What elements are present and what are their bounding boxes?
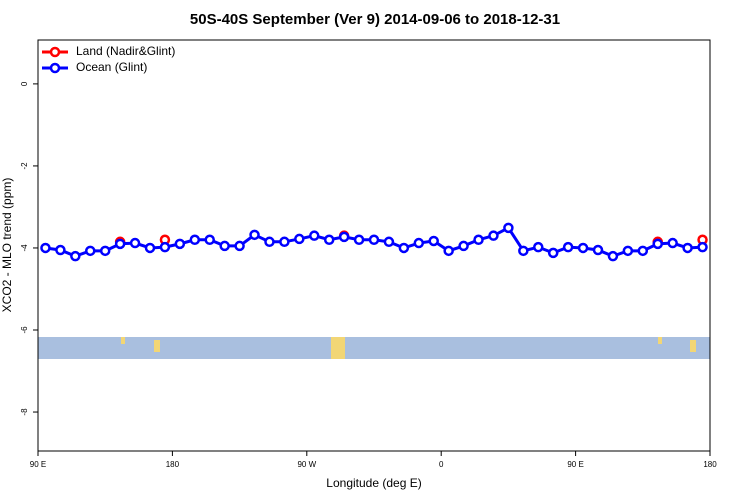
point [294, 233, 305, 245]
point [174, 238, 186, 250]
point [144, 242, 156, 254]
map-strip [38, 337, 710, 359]
point [443, 245, 454, 257]
legend-marker [49, 46, 61, 58]
legend-marker [49, 62, 61, 74]
point [473, 234, 484, 246]
y-tick-label: -8 [20, 408, 29, 416]
x-tick-label: 90 E [30, 460, 46, 469]
point [219, 240, 230, 252]
point [562, 241, 574, 253]
point [323, 234, 335, 246]
point [40, 242, 51, 254]
point [99, 245, 111, 257]
point [234, 240, 245, 252]
x-tick-label: 90 E [567, 460, 583, 469]
y-axis-label: XCO2 - MLO trend (ppm) [0, 178, 14, 313]
point [518, 245, 529, 257]
point [592, 244, 604, 256]
point [159, 241, 171, 253]
point [353, 234, 365, 246]
plot-frame [37, 39, 711, 452]
point [533, 241, 544, 253]
point [697, 241, 708, 253]
point [458, 240, 469, 252]
point [338, 231, 350, 243]
point [368, 234, 380, 246]
y-tick-label: -2 [20, 162, 29, 170]
chart-title: 50S-40S September (Ver 9) 2014-09-06 to … [190, 11, 560, 28]
y-tick-label: -6 [20, 326, 29, 334]
point [398, 242, 410, 254]
legend-label: Ocean (Glint) [76, 60, 147, 74]
x-axis-label: Longitude (deg E) [326, 476, 421, 490]
point [637, 245, 649, 257]
point [428, 235, 439, 247]
x-tick-label: 0 [439, 460, 444, 469]
point [577, 242, 589, 254]
point [622, 245, 634, 257]
point [85, 245, 96, 257]
x-tick-label: 180 [703, 460, 717, 469]
point [667, 237, 678, 249]
point [682, 242, 693, 254]
point [279, 236, 290, 248]
point [55, 244, 66, 256]
point [652, 238, 663, 250]
point [547, 247, 559, 259]
point [114, 238, 126, 250]
y-tick-label: 0 [20, 81, 29, 86]
point [488, 230, 499, 241]
point [503, 222, 514, 234]
point [129, 237, 141, 249]
y-tick-label: -4 [20, 244, 29, 252]
legend-label: Land (Nadir&Glint) [76, 44, 175, 58]
land-patches [121, 337, 696, 359]
point [309, 230, 320, 241]
point [413, 237, 425, 249]
point [189, 234, 201, 246]
point [264, 236, 275, 248]
x-tick-label: 90 W [297, 460, 316, 469]
point [383, 236, 395, 248]
point [204, 234, 215, 246]
x-tick-label: 180 [166, 460, 180, 469]
point [607, 250, 619, 262]
point [249, 229, 260, 241]
point [70, 250, 81, 262]
